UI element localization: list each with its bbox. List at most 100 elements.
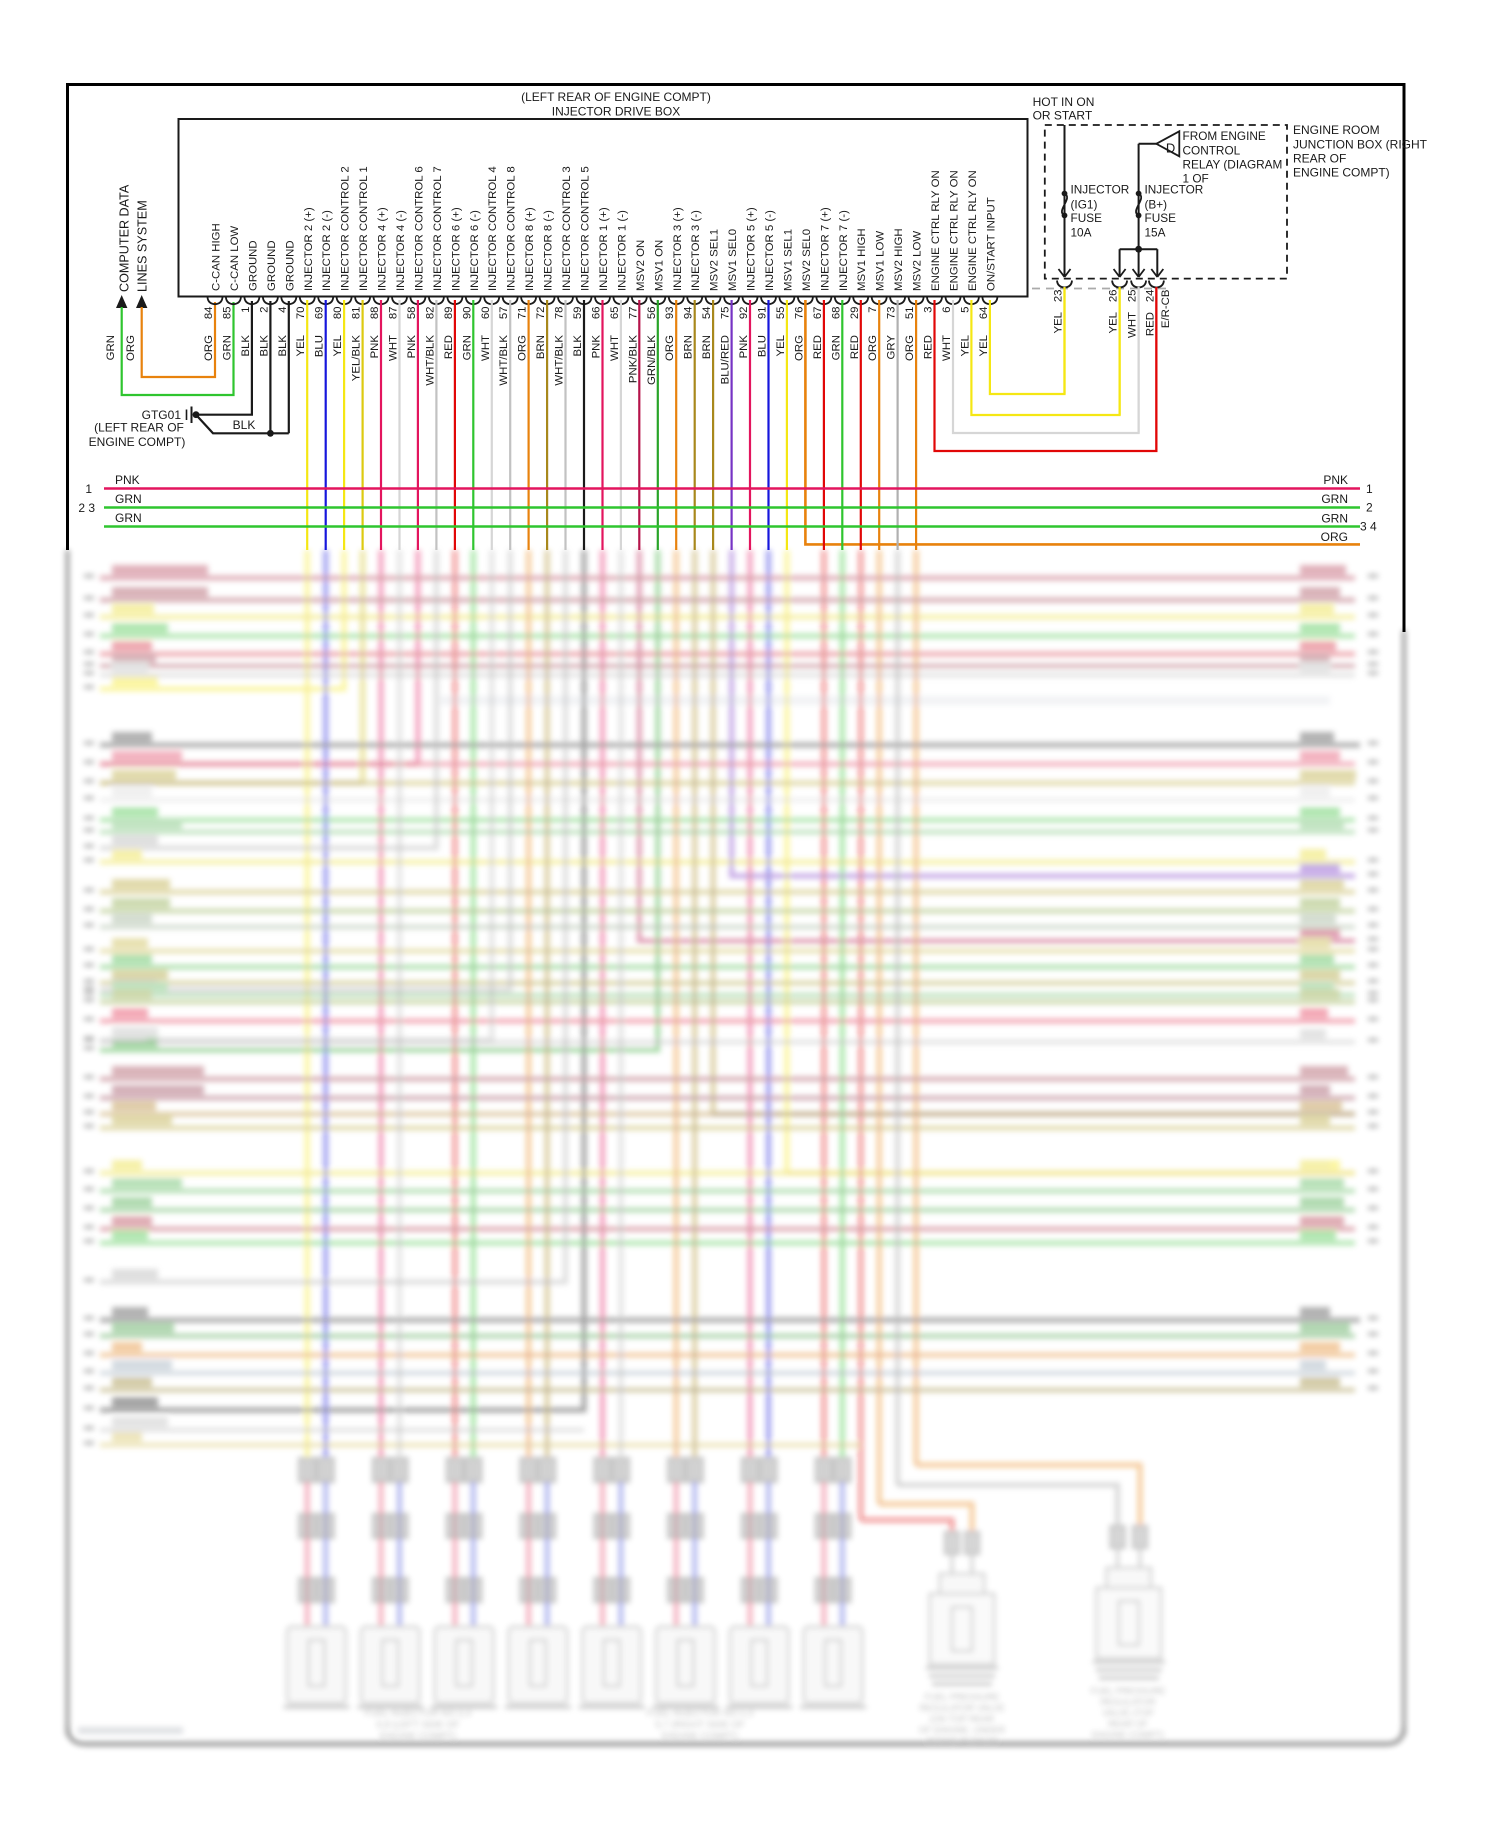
svg-text:YEL: YEL [775,335,787,357]
svg-text:FROM ENGINE: FROM ENGINE [1183,129,1266,143]
svg-text:YEL: YEL [978,335,990,357]
svg-text:7: 7 [867,307,879,313]
svg-text:INJECTOR 6 (+): INJECTOR 6 (+) [450,207,462,291]
svg-text:60: 60 [480,307,492,320]
svg-text:76: 76 [793,307,805,320]
svg-text:65: 65 [609,307,621,320]
svg-text:23: 23 [1053,290,1065,303]
svg-text:VALVE (TOP: VALVE (TOP [1102,1708,1154,1718]
svg-text:64: 64 [978,307,990,320]
svg-text:94: 94 [683,307,695,320]
svg-text:ENGINE CTRL RLY ON: ENGINE CTRL RLY ON [949,170,961,291]
svg-text:INJECTOR 7 (+): INJECTOR 7 (+) [819,207,831,291]
svg-text:BLK: BLK [258,335,270,357]
svg-text:ORG: ORG [904,335,916,361]
svg-text:RED: RED [443,335,455,359]
svg-text:ORG: ORG [203,335,215,361]
svg-text:INJECTOR CONTROL 8: INJECTOR CONTROL 8 [506,166,518,291]
svg-text:INJECTOR CONTROL 1: INJECTOR CONTROL 1 [358,166,370,291]
svg-text:YEL: YEL [1053,312,1065,334]
svg-text:INJECTOR 2 (+): INJECTOR 2 (+) [303,207,315,291]
svg-text:INJECTOR 5 (+): INJECTOR 5 (+) [746,207,758,291]
svg-text:INJECTOR 1 (+): INJECTOR 1 (+) [598,207,610,291]
svg-text:ORG: ORG [125,335,137,361]
svg-text:INJECTOR 1 (-): INJECTOR 1 (-) [616,210,628,291]
svg-text:INJECTOR CONTROL 5: INJECTOR CONTROL 5 [580,166,592,291]
svg-text:2 3: 2 3 [78,501,95,515]
svg-text:GROUND: GROUND [284,240,296,291]
svg-text:PNK: PNK [591,335,603,359]
svg-text:BLK: BLK [233,418,256,432]
svg-text:FUEL INJECTOR NO.1,3: FUEL INJECTOR NO.1,3 [647,1708,754,1719]
svg-text:ENGINE CTRL RLY ON: ENGINE CTRL RLY ON [930,170,942,291]
svg-text:6: 6 [941,307,953,313]
svg-text:81: 81 [351,307,363,320]
svg-text:GRN: GRN [115,492,142,506]
svg-text:ENGINE COMPT): ENGINE COMPT) [1092,1730,1165,1740]
svg-text:85: 85 [221,307,233,320]
svg-text:MSV2 ON: MSV2 ON [635,240,647,291]
svg-text:73: 73 [886,307,898,320]
svg-text:PNK: PNK [115,473,140,487]
svg-text:GROUND: GROUND [247,240,259,291]
svg-text:FUEL PRESSURE: FUEL PRESSURE [1091,1686,1166,1696]
svg-text:COMPUTER DATA: COMPUTER DATA [118,184,132,292]
svg-text:PNK: PNK [1323,473,1348,487]
svg-text:GRN: GRN [221,335,233,360]
svg-text:71: 71 [517,307,529,320]
svg-text:HOT IN ON: HOT IN ON [1033,95,1095,109]
svg-text:FUSE: FUSE [1145,211,1177,225]
svg-text:1 OF: 1 OF [1183,172,1209,186]
svg-text:RELAY (DIAGRAM: RELAY (DIAGRAM [1183,158,1283,172]
svg-text:INJECTOR 6 (-): INJECTOR 6 (-) [469,210,481,291]
svg-text:BRN: BRN [701,335,713,359]
svg-text:25: 25 [1127,290,1139,303]
svg-text:78: 78 [554,307,566,320]
svg-text:CONTROL: CONTROL [1183,144,1241,158]
svg-text:89: 89 [443,307,455,320]
svg-text:MSV2 SEL0: MSV2 SEL0 [801,229,813,291]
svg-text:1: 1 [85,482,92,496]
svg-text:GROUND: GROUND [266,240,278,291]
svg-text:INJECTOR 2 (-): INJECTOR 2 (-) [321,210,333,291]
svg-text:PNK: PNK [406,335,418,359]
svg-text:2: 2 [1366,501,1373,515]
svg-text:87: 87 [388,307,400,320]
svg-text:75: 75 [720,307,732,320]
svg-text:INJECTOR CONTROL 6: INJECTOR CONTROL 6 [413,166,425,291]
svg-text:MSV1 ON: MSV1 ON [653,240,665,291]
svg-text:REGULATOR: REGULATOR [1100,1697,1156,1707]
svg-text:YEL/BLK: YEL/BLK [351,335,363,382]
svg-text:2: 2 [258,307,270,313]
svg-text:REAR OF: REAR OF [1293,152,1346,166]
svg-text:5: 5 [959,307,971,313]
svg-text:72: 72 [535,307,547,320]
svg-text:MSV1 SEL1: MSV1 SEL1 [782,229,794,291]
svg-text:WHT/BLK: WHT/BLK [498,335,510,386]
svg-text:YEL: YEL [959,335,971,357]
svg-text:RED: RED [849,335,861,359]
svg-text:C-CAN LOW: C-CAN LOW [229,226,241,291]
svg-text:YEL: YEL [332,335,344,357]
svg-text:GRN: GRN [461,335,473,360]
svg-text:D: D [1166,140,1175,155]
svg-text:67: 67 [812,307,824,320]
svg-text:(LEFT REAR OF: (LEFT REAR OF [94,421,184,435]
svg-text:GRN: GRN [830,335,842,360]
svg-text:1: 1 [1366,482,1373,496]
svg-text:4: 4 [277,307,289,313]
svg-text:WHT: WHT [480,335,492,361]
svg-text:INJECTOR 3 (-): INJECTOR 3 (-) [690,210,702,291]
svg-text:INJECTOR 3 (+): INJECTOR 3 (+) [672,207,684,291]
svg-text:1: 1 [240,307,252,313]
svg-text:BRN: BRN [535,335,547,359]
svg-text:ENGINE COMPT): ENGINE COMPT) [380,1731,457,1742]
svg-text:WHT/BLK: WHT/BLK [424,335,436,386]
svg-text:80: 80 [332,307,344,320]
svg-text:OF ENGINE, UNDER: OF ENGINE, UNDER [919,1725,1006,1735]
svg-text:YEL: YEL [1108,312,1120,334]
svg-text:GRN: GRN [105,335,117,360]
svg-text:82: 82 [424,307,436,320]
svg-text:WHT: WHT [609,335,621,361]
svg-text:3: 3 [923,307,935,313]
